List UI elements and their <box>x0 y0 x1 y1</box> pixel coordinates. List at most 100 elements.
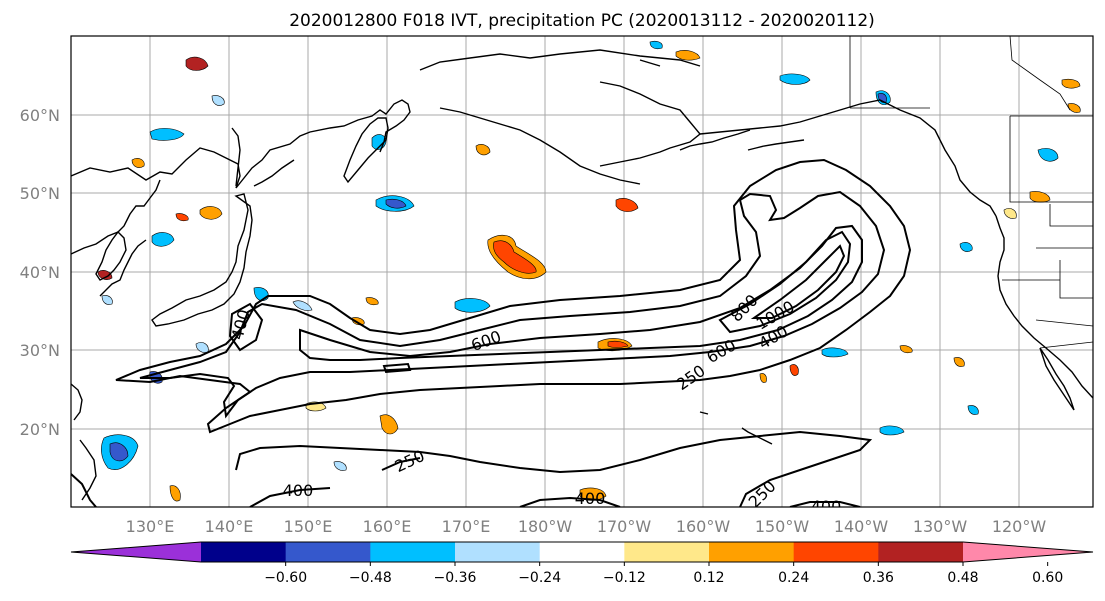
contour-label: 400 <box>575 489 606 508</box>
ivt-contour-400 <box>139 190 886 419</box>
colorbar-tick-label: −0.24 <box>518 570 561 586</box>
colorbar-band <box>539 542 625 562</box>
precip-blob-positive <box>899 345 913 354</box>
lat-label: 50°N <box>20 184 60 203</box>
lon-label: 130°W <box>913 517 968 536</box>
lon-label: 180°W <box>518 517 573 536</box>
colorbar-band <box>370 542 456 562</box>
precip-blob-negative <box>292 300 313 311</box>
colorbar-extend-low <box>71 542 201 562</box>
precip-blob-positive <box>493 240 537 274</box>
precip-blob-positive <box>789 364 799 376</box>
precip-blob-positive <box>169 485 181 502</box>
colorbar-tick-label: −0.36 <box>434 570 477 586</box>
precip-blob-negative <box>211 95 225 106</box>
precip-blob-negative <box>385 198 407 209</box>
contour-label: 400 <box>811 497 842 516</box>
precip-blob-positive <box>1003 208 1017 219</box>
precip-blob-positive <box>615 198 639 212</box>
map-title: 2020012800 F018 IVT, precipitation PC (2… <box>289 11 875 31</box>
colorbar-band <box>878 542 964 562</box>
map-panel: 400 600 800 1000 600 400 250 250 400 400… <box>71 36 1093 516</box>
colorbar-tick-label: 0.24 <box>778 570 809 586</box>
precip-blob-negative <box>959 242 973 252</box>
ivt-contours <box>71 158 912 507</box>
ivt-contour-400 <box>249 487 331 507</box>
precip-blob-negative <box>967 405 979 415</box>
longitude-labels: 130°E 140°E 150°E 160°E 170°E 180°W 170°… <box>126 517 1047 536</box>
political-borders <box>849 36 1093 349</box>
precip-blob-positive <box>97 270 113 280</box>
lon-label: 150°E <box>284 517 333 536</box>
precip-blob-positive <box>1061 78 1081 89</box>
precip-blob-negative <box>151 232 175 247</box>
precip-blob-positive <box>199 206 223 220</box>
precip-blob-positive <box>131 158 145 168</box>
precip-blob-positive <box>379 414 399 435</box>
ivt-contour-400 <box>382 362 412 374</box>
ivt-contour-400 <box>789 501 861 507</box>
colorbar-band <box>793 542 879 562</box>
precip-blob-positive <box>607 340 629 348</box>
precip-blob-negative <box>149 128 185 141</box>
precip-blob-positive <box>953 357 965 367</box>
ivt-contour-400 <box>519 496 621 507</box>
lon-label: 140°W <box>834 517 889 536</box>
precip-blob-negative <box>101 295 113 305</box>
precip-blob-negative <box>879 425 905 436</box>
precip-blob-negative <box>454 298 491 313</box>
colorbar-tick-label: 0.12 <box>693 570 724 586</box>
precip-blob-positive <box>185 56 209 71</box>
ivt-contour-250 <box>381 457 421 471</box>
precip-blob-positive <box>759 373 767 383</box>
lon-label: 140°E <box>205 517 254 536</box>
precip-blob-positive <box>351 317 365 326</box>
lon-label: 160°W <box>676 517 731 536</box>
colorbar-band <box>455 542 541 562</box>
colorbar-tick-label: 0.48 <box>947 570 978 586</box>
colorbar-outline <box>70 541 1094 563</box>
precip-blob-positive <box>175 213 189 222</box>
precip-blob-positive <box>1029 191 1051 203</box>
ivt-contour-800 <box>718 230 852 334</box>
colorbar-tick-label: 0.36 <box>863 570 894 586</box>
precip-blob-positive <box>365 297 379 306</box>
colorbar-band <box>285 542 371 562</box>
ivt-contour-250 <box>71 473 97 507</box>
lat-label: 60°N <box>20 106 60 125</box>
lon-label: 170°E <box>442 517 491 536</box>
lat-label: 40°N <box>20 263 60 282</box>
precip-blob-negative <box>333 461 347 471</box>
lat-label: 30°N <box>20 341 60 360</box>
colorbar-band <box>624 542 710 562</box>
lon-label: 170°W <box>597 517 652 536</box>
precip-blob-negative <box>1037 148 1059 162</box>
coastlines <box>71 49 1093 501</box>
colorbar-band <box>201 542 287 562</box>
precip-blob-positive <box>675 50 701 61</box>
colorbar-tick-label: −0.48 <box>349 570 392 586</box>
ivt-contour-400 <box>228 302 264 352</box>
lon-label: 150°W <box>755 517 810 536</box>
ivt-contour-250 <box>115 158 912 434</box>
precip-blob-negative <box>821 347 849 358</box>
lat-label: 20°N <box>20 420 60 439</box>
precip-blob-negative <box>109 442 129 462</box>
precip-blob-positive <box>475 144 491 156</box>
precip-anomaly-shading <box>97 40 1081 502</box>
colorbar-tick-label: 0.60 <box>1032 570 1063 586</box>
ivt-contour-1000 <box>750 244 846 319</box>
precip-blob-negative <box>779 73 811 85</box>
ivt-contour-600 <box>299 224 863 361</box>
map-frame <box>70 35 1094 508</box>
lon-label: 160°E <box>363 517 412 536</box>
lon-label: 120°W <box>992 517 1047 536</box>
contour-label: 400 <box>283 481 314 500</box>
colorbar-band <box>709 542 795 562</box>
colorbar-tick-label: −0.60 <box>264 570 307 586</box>
colorbar-extend-high <box>963 542 1093 562</box>
latitude-labels: 60°N 50°N 40°N 30°N 20°N <box>20 106 60 439</box>
lon-label: 130°E <box>126 517 175 536</box>
ivt-contour-250 <box>235 430 873 507</box>
